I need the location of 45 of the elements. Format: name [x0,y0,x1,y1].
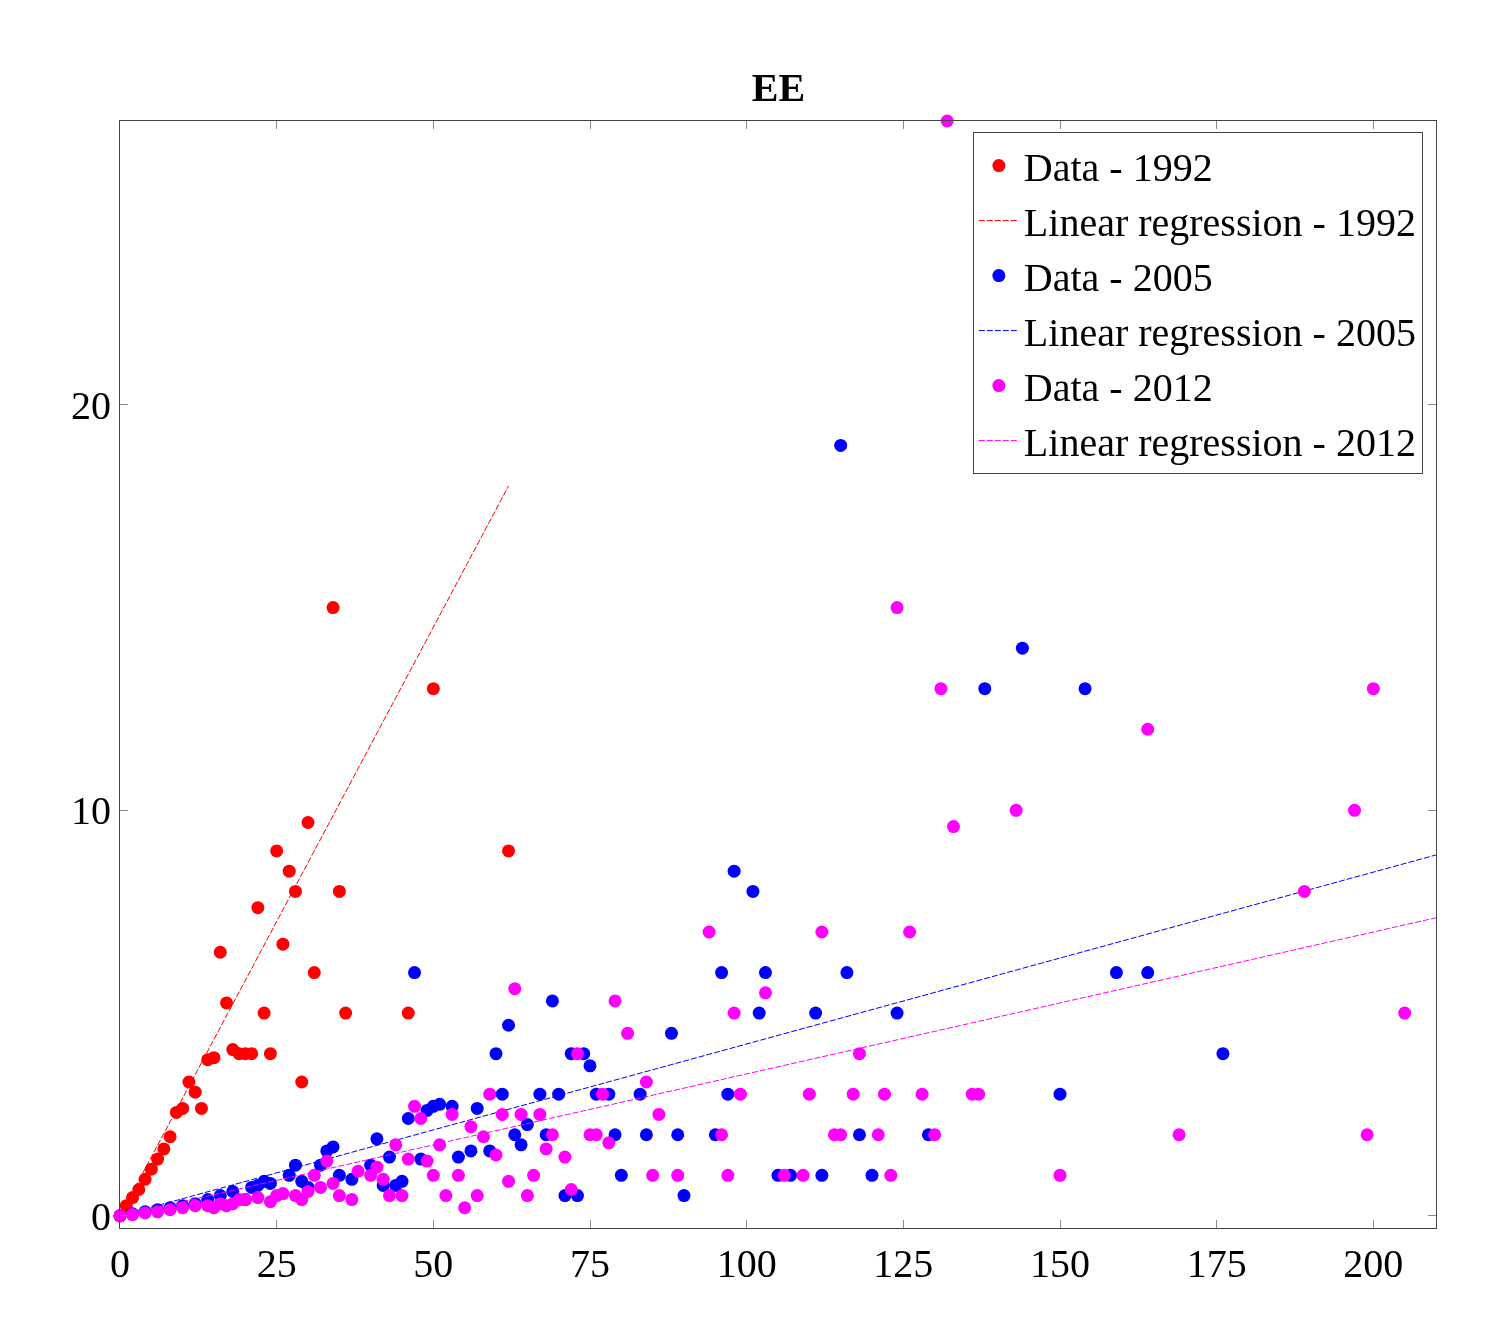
point [288,884,302,898]
point [263,1047,277,1061]
point [332,884,346,898]
y-tick-label: 10 [71,788,111,834]
x-tick-label: 200 [1343,1241,1404,1286]
point [176,1101,190,1115]
point [301,816,315,829]
legend-label: Linear regression - 2012 [1023,420,1416,466]
x-tick-label: 150 [1030,1241,1090,1286]
legend-label: Linear regression - 2005 [1023,310,1416,356]
x-tick-label: 175 [1186,1241,1247,1286]
legend-label: Data - 2005 [1023,255,1213,301]
x-tick-label: 125 [873,1241,934,1286]
point [326,601,340,615]
point [151,1152,165,1166]
point [401,1006,415,1020]
point [307,966,321,980]
point [213,945,227,959]
x-tick-label: 100 [716,1241,777,1286]
legend-label: Data - 1992 [1023,145,1213,191]
point [251,901,265,915]
point [157,1142,171,1156]
point [220,996,234,1010]
legend-label: Data - 2012 [1023,365,1213,411]
point [188,1085,202,1099]
y-tick-label: 0 [91,1193,111,1239]
point [270,844,284,858]
point [257,1006,271,1020]
chart-title: EE [751,64,806,110]
point [282,864,296,878]
legend-label: Linear regression - 1992 [1023,200,1416,246]
point [276,937,290,951]
point [207,1051,221,1065]
point [426,682,440,696]
x-tick-label: 75 [570,1241,610,1286]
point [194,1101,208,1115]
point [339,1006,353,1020]
point [144,1162,158,1176]
point [138,1172,152,1186]
point [502,844,516,858]
point [163,1130,177,1144]
y-tick-label: 20 [71,382,111,428]
point [295,1075,309,1089]
x-tick-label: 25 [256,1241,297,1286]
x-tick-label: 50 [413,1241,454,1286]
